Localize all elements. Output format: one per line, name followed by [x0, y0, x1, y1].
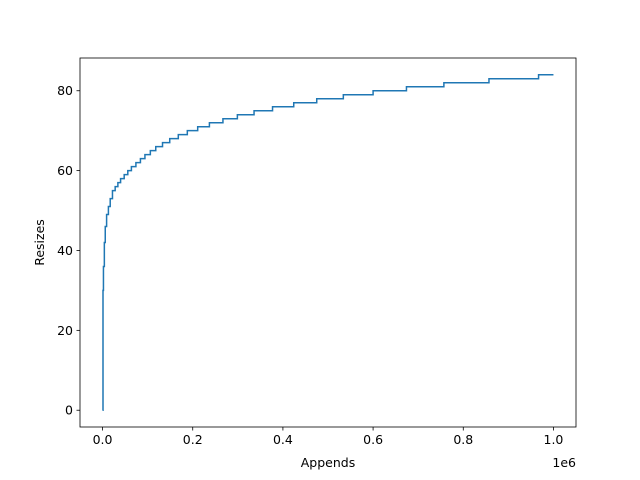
x-tick-label: 0.2 — [183, 432, 203, 447]
y-tick-label: 80 — [57, 83, 73, 98]
axes-frame — [79, 57, 577, 428]
x-tick-label: 0.6 — [363, 432, 383, 447]
x-axis-ticks: 0.0 0.2 0.4 0.6 0.8 1.0 — [93, 427, 564, 447]
series-line-0 — [102, 74, 554, 411]
y-tick-label: 20 — [57, 323, 73, 338]
x-tick-label: 0.8 — [453, 432, 473, 447]
y-tick-label: 0 — [65, 403, 73, 418]
x-tick-label: 1.0 — [544, 432, 564, 447]
y-tick-label: 40 — [57, 243, 73, 258]
x-tick-label: 0.0 — [93, 432, 113, 447]
x-tick-label: 0.4 — [273, 432, 293, 447]
series-layer — [102, 74, 554, 411]
x-axis-label: Appends — [301, 455, 355, 470]
y-axis-label: Resizes — [32, 219, 47, 266]
y-tick-label: 60 — [57, 163, 73, 178]
y-axis-ticks: 0 20 40 60 80 — [57, 83, 80, 418]
x-axis-offset-text: 1e6 — [552, 455, 576, 470]
